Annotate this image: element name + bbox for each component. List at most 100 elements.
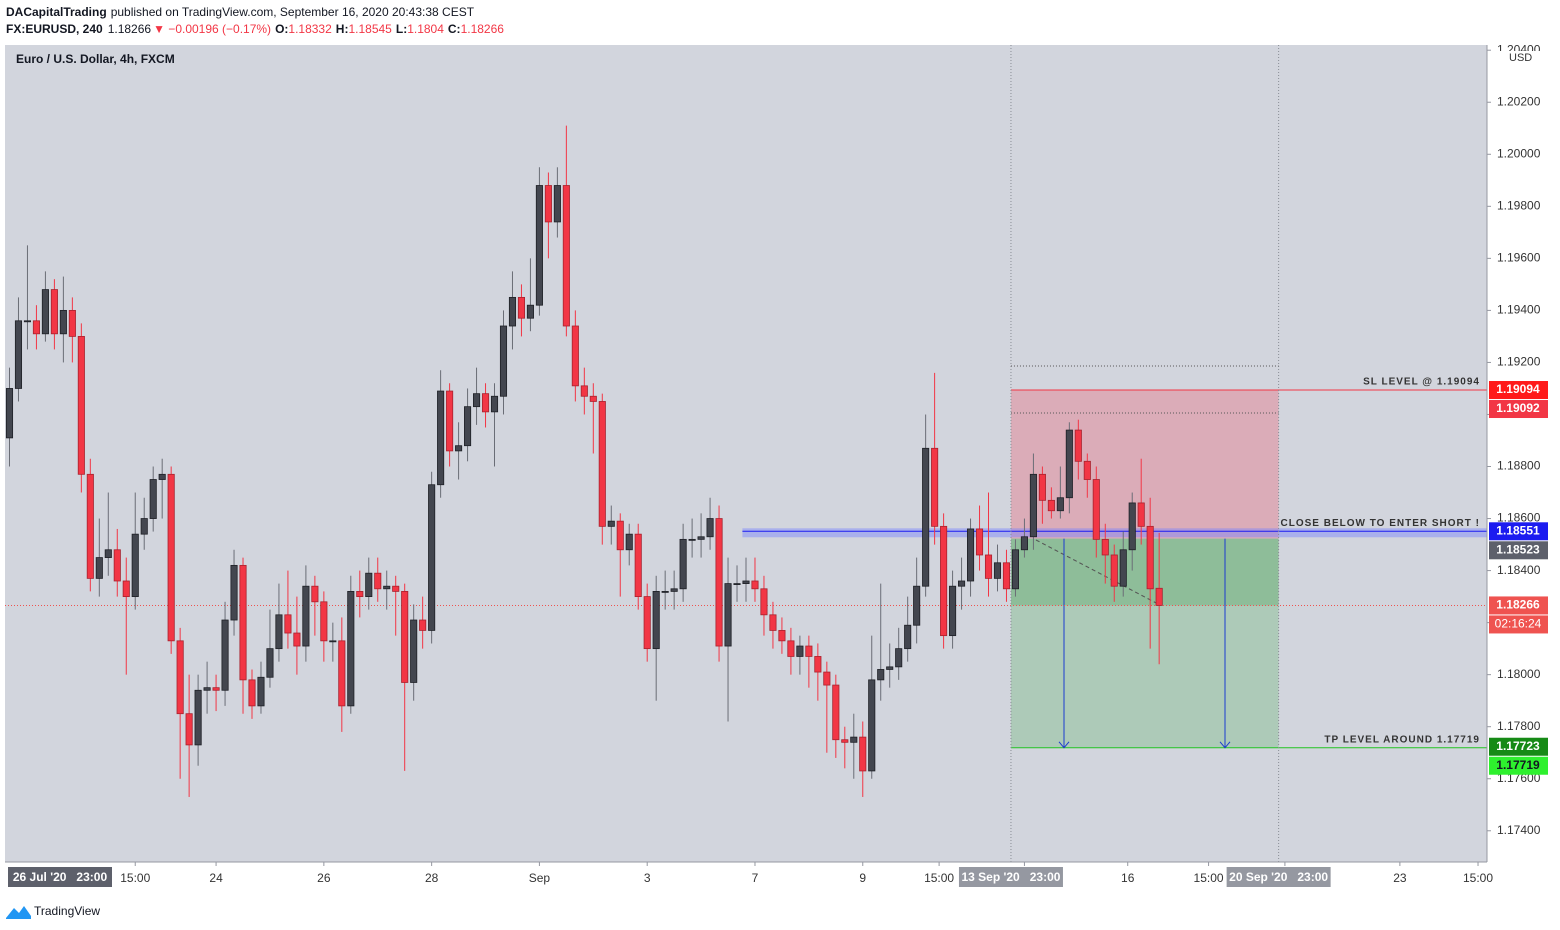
candle-body [958,580,966,587]
candle-body [607,520,615,527]
price-tag [1489,541,1548,560]
footer [0,893,1560,930]
low-value: 1.1804 [407,22,444,36]
candle-body [751,580,759,590]
candle-body [688,538,696,541]
candle-body [5,388,14,439]
candle-body [1092,479,1100,540]
y-tick-label: 1.18600 [1497,511,1541,525]
x-tick-label: 24 [209,871,223,885]
candle-body [32,320,40,335]
x-tick-label: 9 [859,871,866,885]
candle-body [77,336,85,475]
y-tick-label: 1.17400 [1497,823,1541,837]
candle-body [1029,473,1037,538]
time-highlight [1226,867,1331,887]
y-tick-label: 1.20000 [1497,146,1541,160]
candle-body [104,549,112,558]
last-price: 1.18266 [108,22,152,36]
high-label: H: [336,22,349,36]
close-value: 1.18266 [461,22,505,36]
candle-body [598,401,606,527]
candle-body [185,713,193,746]
candle-body [1038,473,1046,501]
candle-body [922,447,930,587]
candle-body [1155,587,1163,606]
price-tag [1489,737,1548,756]
countdown-tag [1489,615,1548,634]
candle-body [266,648,274,678]
candle-body [1065,429,1073,499]
chart-layer: SL LEVEL @ 1.19094 CLOSE BELOW TO ENTER S… [5,0,1560,887]
candle-body [814,656,822,673]
candle-body [464,406,472,447]
candle-body [1011,549,1019,590]
candle-body [526,304,534,319]
price-tag-label: 1.19094 [1496,382,1540,396]
candle-body [706,518,714,538]
candle-body [967,528,975,582]
candle-body [401,591,409,683]
candle-body [850,736,858,743]
candle-body [508,296,517,327]
x-tick-label: 7 [752,871,759,885]
y-tick-label: 1.19200 [1497,355,1541,369]
time-highlight [958,867,1063,887]
candle-body [122,580,130,598]
publisher-line: DACapitalTrading published on TradingView… [6,5,475,19]
candle-body [248,679,256,707]
candle-body [904,624,912,650]
x-tick-label: Sep [529,871,551,885]
candle-body [571,325,579,387]
open-label: O: [275,22,288,36]
candle-body [86,473,94,579]
close-label: C: [448,22,461,36]
candle-body [1146,525,1154,590]
candle-body [652,591,660,650]
candle-body [284,614,292,634]
candle-body [886,666,894,670]
currency: USD [1509,52,1532,64]
candle-body [679,538,687,590]
trend-line [1035,539,1161,606]
price-tag [1489,381,1548,400]
y-tick-label: 1.17800 [1497,719,1541,733]
candle-body [580,385,588,397]
candle-body [68,309,76,337]
candle-body [796,645,804,657]
x-tick-label: 26 [317,871,331,885]
time-highlight-label: 20 Sep '20 23:00 [1229,870,1328,884]
candle-body [859,736,867,772]
candle-body [50,289,58,335]
candle-body [787,640,795,657]
currency-bg [1493,51,1543,65]
candle-body [473,393,481,408]
price-axis [1487,0,1560,862]
x-tick-label: 23 [1393,871,1407,885]
candle-body [1083,460,1091,480]
candle-body [1047,499,1055,512]
x-tick-label: 15:00 [1463,871,1493,885]
publisher-name: DACapitalTrading [6,5,107,19]
y-tick-label: 1.18000 [1497,667,1541,681]
candle-body [419,619,427,631]
candle-body [1101,538,1109,556]
candle-body [1002,562,1011,590]
candle-body [715,518,723,647]
candle-body [535,185,543,306]
price-tag-label: 1.18266 [1496,598,1540,612]
price-tag-label: 1.17719 [1496,758,1540,772]
candle-body [742,580,750,584]
candle-body [131,533,139,598]
high-value: 1.18545 [348,22,392,36]
brand-logo [6,906,31,919]
trigger-band [742,528,1487,538]
candle-body [1020,536,1028,551]
candle-body [446,390,454,452]
x-tick-label: 15:00 [924,871,954,885]
change: ▼ −0.00196 (−0.17%) [153,22,271,36]
candle-body [1128,502,1136,551]
price-tag [1489,400,1548,419]
candle-body [984,554,993,579]
